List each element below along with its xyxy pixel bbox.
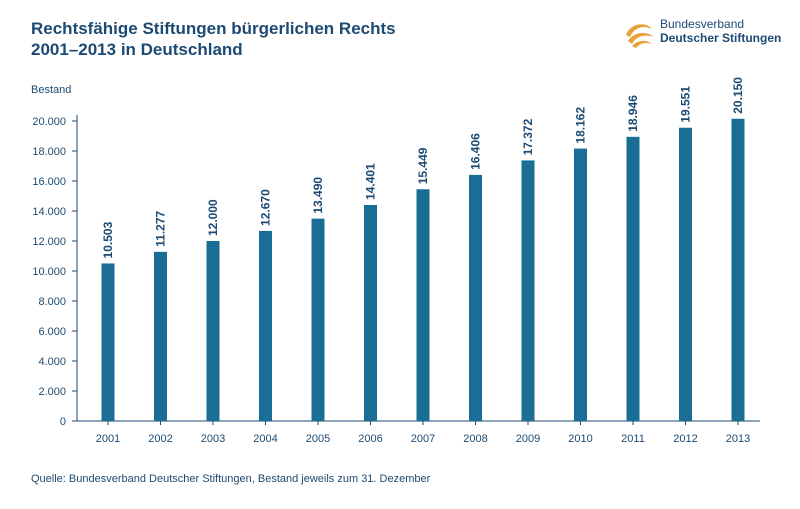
data-label: 12.000	[206, 199, 220, 236]
x-tick-label: 2008	[463, 433, 487, 445]
logo: Bundesverband Deutscher Stiftungen	[622, 15, 792, 49]
y-tick-label: 8.000	[38, 296, 66, 308]
x-tick-label: 2006	[358, 433, 382, 445]
data-label: 15.449	[416, 147, 430, 184]
y-tick-label: 4.000	[38, 356, 66, 368]
y-tick-label: 16.000	[32, 176, 66, 188]
x-tick-label: 2004	[253, 433, 277, 445]
x-tick-label: 2001	[96, 433, 120, 445]
bar	[521, 160, 535, 422]
x-tick-label: 2005	[306, 433, 330, 445]
bar	[416, 189, 430, 421]
x-tick-label: 2011	[621, 433, 645, 445]
chart-title-line2: 2001–2013 in Deutschland	[31, 40, 243, 59]
chart-title-line1: Rechtsfähige Stiftungen bürgerlichen Rec…	[31, 19, 396, 38]
x-tick-label: 2010	[568, 433, 592, 445]
bar	[469, 174, 482, 421]
data-label: 18.946	[626, 95, 640, 132]
bar	[731, 118, 745, 421]
y-tick-label: 12.000	[32, 236, 66, 248]
x-tick-label: 2002	[148, 433, 172, 445]
x-tick-label: 2009	[516, 433, 540, 445]
x-tick-label: 2003	[201, 433, 225, 445]
data-label: 14.401	[364, 163, 378, 200]
y-tick-label: 18.000	[32, 146, 66, 158]
x-tick-label: 2013	[726, 433, 750, 445]
bar	[626, 136, 640, 421]
bar	[679, 127, 692, 422]
bar	[206, 241, 220, 421]
data-label: 16.406	[469, 133, 483, 170]
data-label: 19.551	[679, 86, 693, 123]
y-tick-label: 0	[60, 416, 66, 428]
y-tick-label: 6.000	[38, 326, 66, 338]
source-note: Quelle: Bundesverband Deutscher Stiftung…	[31, 473, 431, 485]
data-label: 18.162	[574, 107, 588, 144]
y-tick-label: 2.000	[38, 386, 66, 398]
x-tick-label: 2012	[673, 433, 697, 445]
data-label: 17.372	[521, 118, 535, 155]
data-label: 10.503	[101, 221, 115, 258]
data-label: 13.490	[311, 177, 325, 214]
data-label: 12.670	[259, 189, 273, 226]
bar	[154, 251, 167, 421]
data-label: 11.277	[154, 210, 168, 246]
bar	[259, 230, 272, 421]
x-tick-label: 2007	[411, 433, 435, 445]
y-tick-label: 10.000	[32, 266, 66, 278]
bar	[574, 148, 587, 421]
chart-title: Rechtsfähige Stiftungen bürgerlichen Rec…	[31, 18, 396, 60]
bar	[101, 263, 115, 421]
logo-text-line2: Deutscher Stiftungen	[660, 31, 782, 45]
data-label: 20.150	[731, 77, 745, 114]
bar	[364, 204, 377, 421]
y-axis-label: Bestand	[31, 84, 71, 96]
swirl-logo-icon	[626, 24, 653, 48]
bar	[311, 218, 325, 421]
y-tick-label: 20.000	[32, 116, 66, 128]
logo-text-line1: Bundesverband	[660, 17, 745, 31]
y-tick-label: 14.000	[32, 206, 66, 218]
